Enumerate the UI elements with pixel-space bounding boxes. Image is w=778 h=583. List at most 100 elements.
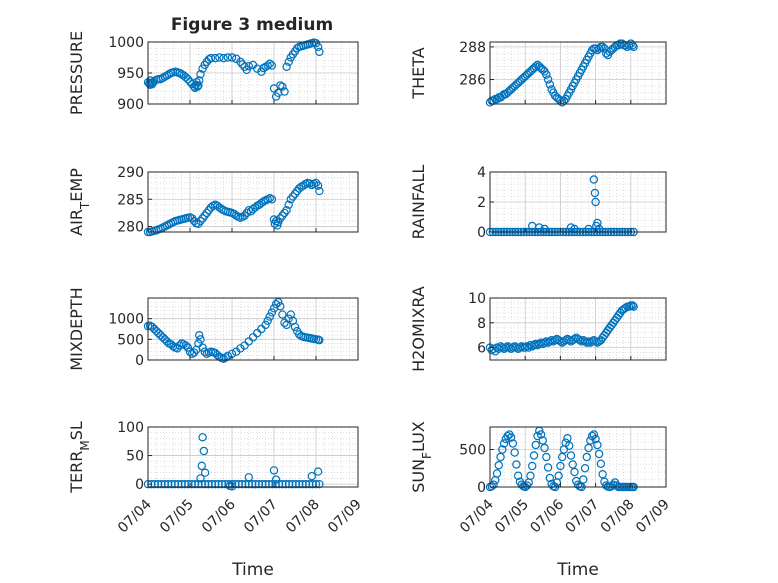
y-tick-label: 288 (459, 40, 486, 56)
data-point (589, 430, 599, 439)
data-point (584, 224, 593, 234)
data-point (526, 471, 535, 480)
subplot-2: 286 288 THETA (409, 39, 667, 107)
data-point (181, 73, 190, 82)
data-point (492, 469, 502, 478)
data-point (311, 178, 321, 188)
y-axis-label: AIRTEMP (67, 168, 92, 236)
data-point (261, 320, 270, 330)
data-point (570, 334, 579, 344)
data-point (199, 446, 209, 456)
y-tick-label: 8 (477, 316, 486, 332)
data-point (193, 82, 202, 91)
data-point (175, 68, 184, 78)
y-axis-label: PRESSURE (67, 31, 86, 115)
data-point (229, 209, 239, 219)
data-point (629, 42, 638, 52)
data-point (540, 224, 549, 234)
data-point (305, 179, 314, 188)
data-point (540, 443, 549, 453)
y-tick-label: 1000 (108, 312, 144, 328)
data-point (545, 337, 555, 346)
data-point (227, 53, 237, 62)
subplot-6: 6 8 10 H2OMIXRA (409, 286, 667, 372)
data-point (591, 337, 600, 346)
data-point (271, 475, 281, 484)
data-point (540, 338, 549, 347)
data-point (542, 452, 551, 462)
data-point (223, 53, 232, 62)
data-point (288, 192, 298, 201)
data-point (198, 214, 207, 223)
data-point (273, 221, 282, 230)
data-point (236, 57, 245, 67)
scatter-series (143, 178, 324, 237)
data-point (200, 211, 209, 220)
y-axis-label: TERRMSL (67, 421, 92, 494)
data-point (156, 74, 165, 84)
data-point (242, 208, 251, 218)
data-point (598, 470, 607, 479)
data-point (227, 482, 237, 491)
axes-box (489, 41, 667, 105)
data-point (584, 443, 593, 453)
data-point (200, 347, 209, 356)
y-axis-label: H2OMIXRA (409, 286, 428, 372)
y-axis-label: MIXDEPTH (67, 287, 86, 370)
data-point (194, 81, 203, 90)
data-point (196, 474, 205, 483)
data-point (158, 73, 167, 83)
data-point (313, 42, 323, 52)
data-point (624, 302, 634, 311)
data-point (498, 445, 507, 454)
data-point (311, 479, 321, 489)
data-point (280, 208, 289, 218)
data-point (276, 302, 285, 311)
data-point (621, 303, 630, 313)
plot-area (148, 298, 358, 360)
data-point (202, 208, 211, 218)
data-point (531, 62, 540, 71)
data-point (591, 434, 600, 444)
data-point (219, 53, 228, 63)
y-axis-label: THETA (409, 47, 428, 99)
scatter-series (143, 297, 324, 363)
subplot-5: 0 500 1000 MIXDEPTH (67, 287, 359, 371)
data-point (250, 203, 260, 212)
data-point (240, 211, 249, 220)
data-point (282, 205, 291, 215)
data-point (508, 439, 518, 448)
data-point (183, 343, 193, 352)
y-tick-label: 950 (117, 66, 144, 82)
subplot-3: 280 285 290 AIRTEMP (67, 165, 359, 237)
data-point (506, 433, 516, 442)
data-point (545, 473, 555, 483)
data-point (280, 87, 289, 96)
data-point (194, 219, 203, 229)
x-axis-label: Time (231, 560, 274, 580)
scatter-series (485, 39, 638, 107)
y-tick-label: 286 (459, 73, 486, 89)
data-point (290, 322, 300, 332)
data-point (284, 200, 293, 209)
scatter-series (143, 38, 324, 101)
data-point (286, 195, 295, 204)
data-point (586, 436, 595, 445)
data-point (538, 436, 548, 445)
y-tick-label: 500 (117, 332, 144, 348)
data-point (494, 461, 503, 470)
data-point (556, 461, 565, 471)
data-point (278, 310, 287, 319)
data-point (313, 181, 323, 190)
data-point (487, 482, 496, 491)
data-point (276, 214, 285, 223)
data-point (278, 211, 287, 220)
data-point (582, 338, 592, 347)
y-tick-label: 6 (477, 341, 486, 357)
data-point (554, 471, 563, 480)
y-axis-label: RAINFALL (409, 165, 428, 240)
data-point (582, 452, 592, 462)
data-point (198, 433, 207, 442)
data-point (557, 452, 567, 462)
